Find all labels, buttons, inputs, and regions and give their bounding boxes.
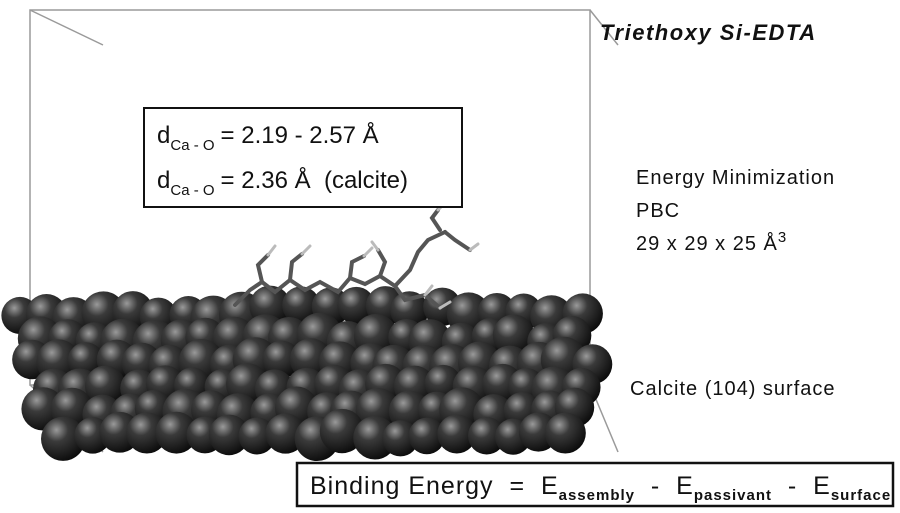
atom (545, 413, 586, 454)
cell-size: 29 x 29 x 25 Å3 (636, 229, 787, 255)
symbol: d (157, 167, 170, 194)
subscript: passivant (694, 487, 772, 504)
calcite-slab (1, 286, 612, 461)
symbol: d (157, 122, 170, 149)
figure: dCa - O= 2.19 - 2.57 Å dCa - O= 2.36 Å (… (0, 0, 900, 513)
subscript: assembly (559, 487, 635, 504)
method: Energy Minimization (636, 167, 835, 189)
cell: 29 x 29 x 25 Å (636, 232, 778, 255)
value: = 2.19 - 2.57 Å (221, 121, 379, 149)
exponent: 3 (778, 229, 787, 246)
subscript: surface (831, 487, 891, 504)
subscript: Ca - O (170, 182, 214, 199)
surface-label: Calcite (104) surface (630, 378, 836, 400)
title: Triethoxy Si-EDTA (600, 20, 817, 45)
value: = 2.36 Å (calcite) (221, 166, 408, 194)
operator: - E (772, 472, 831, 500)
subscript: Ca - O (170, 137, 214, 154)
lhs: Binding Energy = E (310, 472, 559, 500)
operator: - E (635, 472, 694, 500)
boundary: PBC (636, 200, 680, 222)
